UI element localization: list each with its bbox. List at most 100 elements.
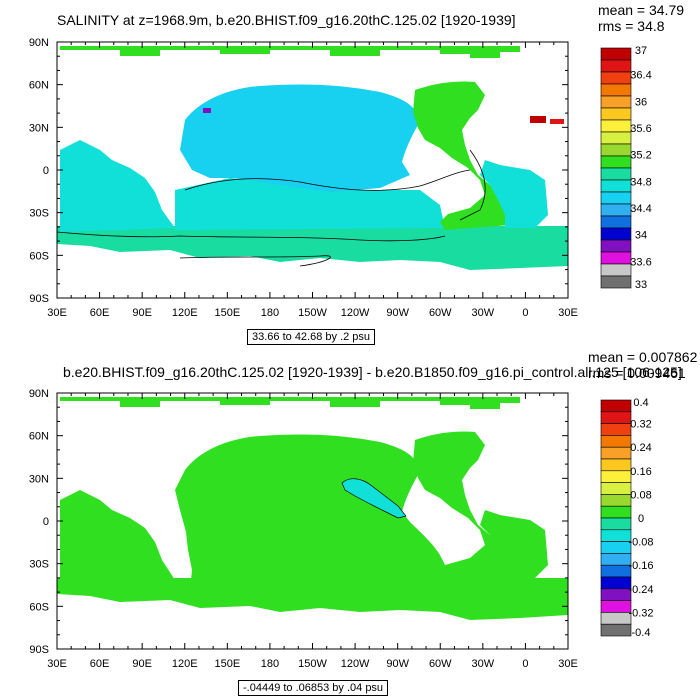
- top-axis: 30E 60E 90E 120E 150E 180 150W 120W 90W 60W 30W 0 30…: [29, 37, 578, 319]
- bottom-cyan-anomaly: [341, 478, 407, 519]
- top-y-tick-label: 90N: [29, 37, 49, 49]
- top-x-tick-label: 30W: [472, 307, 495, 319]
- top-panel-title: SALINITY at z=1968.9m, b.e20.BHIST.f09_g…: [57, 12, 516, 28]
- bottom-colorbar-swatch: [600, 588, 632, 601]
- bottom-x-tick-label: 60E: [90, 658, 110, 670]
- bottom-colorbar-swatch: [600, 612, 632, 625]
- bottom-southern-ocean-region: [57, 578, 568, 620]
- top-y-tick-label: 0: [43, 165, 49, 177]
- bottom-colorbar-label: 0.4: [633, 397, 648, 409]
- bottom-x-tick-label: 60W: [429, 658, 452, 670]
- bottom-rms-stat: rms = 0.009461: [588, 365, 686, 381]
- top-colorbar-swatch: [600, 119, 632, 133]
- bottom-y-tick-label: 90S: [29, 644, 49, 656]
- top-contour-line: [184, 169, 471, 191]
- bottom-y-tick-label: 60S: [29, 601, 49, 613]
- bottom-colorbar-swatch: [600, 553, 632, 566]
- top-colorbar-swatch: [600, 71, 632, 85]
- top-x-tick-label: 30E: [47, 307, 67, 319]
- top-atlantic-region: [413, 81, 510, 230]
- top-mediterranean-patch: [530, 116, 546, 123]
- top-colorbar-swatch: [600, 107, 632, 121]
- top-colorbar-swatch: [600, 191, 632, 205]
- bottom-colorbar-swatch: [600, 505, 632, 519]
- top-x-tick-label: 150E: [214, 307, 240, 319]
- top-colorbar-swatch: [600, 167, 632, 181]
- top-colorbar-label: 34: [635, 230, 647, 242]
- top-x-tick-label: 150W: [298, 307, 327, 319]
- bottom-x-tick-label: 90W: [386, 658, 409, 670]
- top-y-tick-label: 60N: [29, 80, 49, 92]
- bottom-colorbar-swatch: [600, 541, 632, 554]
- bottom-x-tick-label: 150E: [214, 658, 240, 670]
- bottom-colorbar-swatch: [600, 435, 632, 448]
- bottom-x-tick-label: 120E: [172, 658, 198, 670]
- top-x-tick-label: 180: [261, 307, 279, 319]
- top-north-pacific-region: [180, 84, 419, 192]
- bottom-x-tick-label: 30W: [472, 658, 495, 670]
- top-south-pacific-region: [175, 178, 445, 230]
- bottom-axis: 30E 60E 90E 120E 150E 180 150W 120W 90W 60W 30W 0 30…: [29, 388, 578, 670]
- bottom-colorbar-label: 0: [638, 513, 644, 525]
- bottom-colorbar-swatch: [600, 423, 632, 436]
- top-colorbar-swatch: [600, 227, 632, 241]
- top-y-tick-label: 60S: [29, 250, 49, 262]
- bottom-y-tick-label: 90N: [29, 388, 49, 400]
- top-contour-line-3: [179, 255, 331, 267]
- top-x-tick-label: 0: [522, 307, 528, 319]
- bottom-colorbar-label: -0.08: [628, 537, 653, 549]
- bottom-x-tick-label: 150W: [298, 658, 327, 670]
- top-colorbar-swatch: [600, 155, 632, 169]
- bottom-colorbar-label: 0.08: [630, 489, 651, 501]
- top-y-tick-label: 90S: [29, 293, 49, 305]
- bottom-colorbar-label: -0.32: [628, 607, 653, 619]
- top-colorbar-label: 35.6: [630, 123, 651, 135]
- top-colorbar-swatch: [600, 203, 632, 217]
- top-colorbar-swatch: [600, 215, 632, 229]
- top-colorbar-swatch: [600, 83, 632, 97]
- bottom-colorbar-swatch: [600, 470, 632, 483]
- bottom-x-tick-label: 180: [261, 658, 279, 670]
- top-y-tick-label: 30S: [29, 208, 49, 220]
- top-mean-stat: mean = 34.79: [598, 2, 685, 18]
- bottom-y-tick-label: 60N: [29, 431, 49, 443]
- bottom-colorbar-label: -0.24: [628, 584, 653, 596]
- bottom-range-label: -.04449 to .06853 by .04 psu: [238, 680, 389, 696]
- top-colorbar: 37 36.4 36 35.6 35.2 34.8 34.4 34 33.6 33: [600, 45, 652, 291]
- bottom-colorbar-swatch: [600, 399, 632, 413]
- bottom-indian-ocean-region: [60, 490, 175, 585]
- top-arctic-region: [60, 46, 520, 58]
- bottom-mean-stat: mean = 0.007862: [588, 349, 698, 365]
- top-x-tick-label: 60W: [429, 307, 452, 319]
- bottom-y-tick-label: 30S: [29, 559, 49, 571]
- top-colorbar-swatch: [600, 95, 632, 109]
- top-colorbar-swatch: [600, 131, 632, 145]
- top-x-tick-label: 120W: [341, 307, 370, 319]
- top-colorbar-label: 34.8: [630, 176, 651, 188]
- bottom-colorbar-swatch: [600, 411, 632, 424]
- bottom-panel: 30E 60E 90E 120E 150E 180 150W 120W 90W 60W 30W 0 30…: [29, 388, 578, 670]
- bottom-colorbar-swatch: [600, 600, 632, 613]
- top-south-atlantic-region: [480, 160, 548, 228]
- bottom-south-atlantic-region: [480, 510, 548, 578]
- top-colorbar-swatch: [600, 179, 632, 193]
- bottom-colorbar-swatch: [600, 576, 632, 590]
- bottom-x-tick-label: 30E: [558, 658, 578, 670]
- top-colorbar-label: 36.4: [630, 70, 651, 82]
- top-x-tick-label: 90W: [386, 307, 409, 319]
- top-colorbar-swatch: [600, 47, 632, 61]
- top-x-tick-label: 30E: [558, 307, 578, 319]
- top-indian-ocean-region: [60, 140, 175, 232]
- bottom-colorbar: 0.4 0.32 0.24 0.16 0.08 0 -0.08 -0.16 -0.24 -0.32…: [600, 397, 654, 639]
- top-colorbar-label: 34.4: [630, 203, 651, 215]
- bottom-colorbar-swatch: [600, 564, 632, 578]
- top-contour-line-4: [459, 149, 486, 221]
- top-x-tick-label: 60E: [90, 307, 110, 319]
- bottom-colorbar-swatch: [600, 482, 632, 495]
- bottom-colorbar-label: 0.32: [630, 419, 651, 431]
- bottom-colorbar-swatch: [600, 494, 632, 507]
- bottom-y-tick-label: 0: [43, 516, 49, 528]
- bottom-colorbar-swatch: [600, 623, 632, 637]
- bottom-colorbar-label: 0.16: [630, 466, 651, 478]
